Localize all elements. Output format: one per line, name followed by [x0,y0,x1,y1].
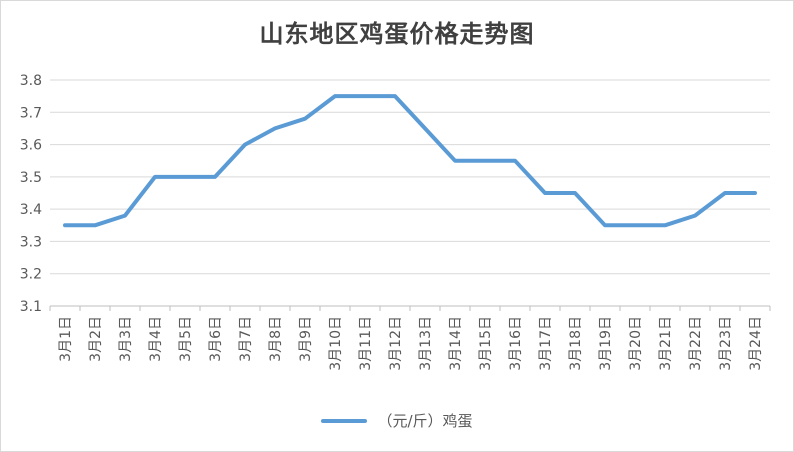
x-tick-label: 3月8日 [268,316,284,362]
y-tick-label: 3.1 [20,299,42,315]
legend: （元/斤）鸡蛋 [0,410,794,431]
y-tick-label: 3.3 [20,234,42,250]
x-tick-label: 3月24日 [748,316,764,371]
x-tick-label: 3月12日 [388,316,404,371]
x-tick-label: 3月6日 [208,316,224,362]
axes [49,305,771,311]
x-tick-label: 3月23日 [718,316,734,371]
x-tick-label: 3月1日 [58,316,74,362]
chart-title: 山东地区鸡蛋价格走势图 [259,19,535,48]
x-tick-label: 3月16日 [508,316,524,371]
x-tick-label: 3月7日 [238,316,254,362]
y-tick-label: 3.8 [20,73,42,89]
legend-swatch [321,418,368,423]
x-tick-label: 3月11日 [358,316,374,371]
x-tick-label: 3月22日 [688,316,704,371]
y-tick-label: 3.7 [20,105,42,121]
legend-label: （元/斤）鸡蛋 [377,412,473,430]
x-tick-label: 3月20日 [628,316,644,371]
y-tick-label: 3.2 [20,267,42,283]
x-tick-label: 3月14日 [448,316,464,371]
x-tick-label: 3月5日 [178,316,194,362]
series-line [63,94,757,228]
series-layer [63,94,757,228]
y-axis-ticks: 3.1 3.2 3.3 3.4 3.5 3.6 3.7 3.8 [20,73,42,315]
x-tick-label: 3月18日 [568,316,584,371]
x-tick-label: 3月4日 [148,316,164,362]
x-tick-label: 3月3日 [118,316,134,362]
x-axis-ticks: 3月1日 3月2日 3月3日 3月4日 3月5日 3月6日 3月7日 3月8日 3月9日 3月10… [58,316,764,371]
x-tick-label: 3月10日 [328,316,344,371]
x-tick-label: 3月15日 [478,316,494,371]
y-tick-label: 3.4 [20,202,42,218]
x-tick-label: 3月17日 [538,316,554,371]
y-tick-label: 3.6 [20,138,42,154]
x-tick-label: 3月2日 [88,316,104,362]
x-tick-label: 3月19日 [598,316,614,371]
x-tick-label: 3月13日 [418,316,434,371]
x-tick-label: 3月9日 [298,316,314,362]
x-tick-label: 3月21日 [658,316,674,371]
y-tick-label: 3.5 [20,170,42,186]
